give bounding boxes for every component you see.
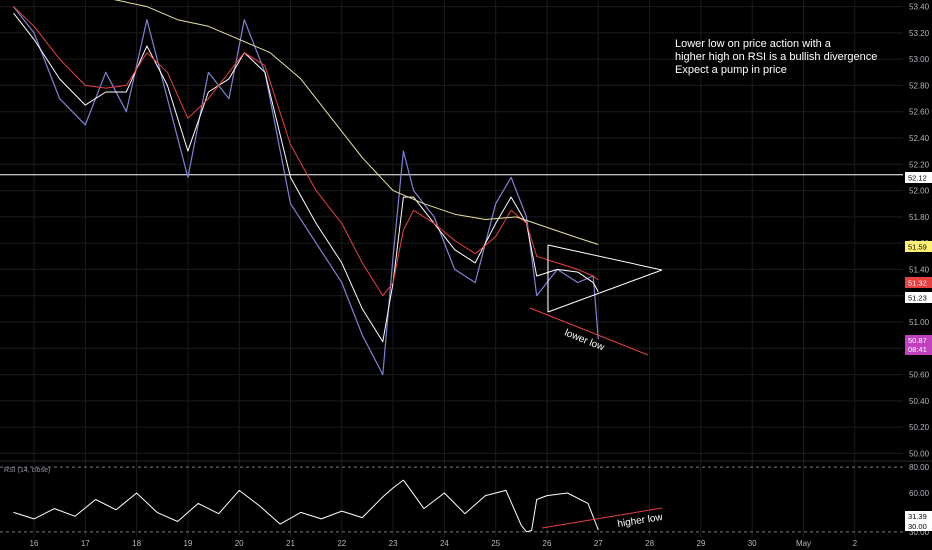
- x-tick-label: 22: [337, 539, 346, 548]
- x-tick-label: 27: [594, 539, 603, 548]
- yellow-badge: 51.59: [908, 243, 927, 252]
- triangle-top-line: [547, 244, 663, 271]
- note-line-3: Expect a pump in price: [675, 64, 787, 76]
- y-tick-label: 50.40: [909, 397, 930, 406]
- price-series-line-0: [13, 6, 599, 376]
- y-tick-label: 52.20: [909, 160, 930, 169]
- price-series-group: [13, 0, 599, 376]
- rsi-series-line-0: [13, 479, 599, 533]
- x-tick-label: 17: [81, 539, 90, 548]
- y-tick-label: 51.00: [909, 318, 930, 327]
- x-tick-label: 30: [748, 539, 757, 548]
- y-tick-label: 52.40: [909, 134, 930, 143]
- x-tick-label: 24: [440, 539, 449, 548]
- note-text-block: Lower low on price action with a higher …: [675, 38, 877, 76]
- x-tick-label: 23: [389, 539, 398, 548]
- purple-badge-bg: [905, 335, 932, 355]
- level-badge-bg: [905, 172, 932, 183]
- y-tick-label: 52.80: [909, 81, 930, 90]
- y-tick-label: 50.00: [909, 449, 930, 458]
- y-tick-label: 52.60: [909, 108, 930, 117]
- purple-badge-time: 08:41: [908, 345, 927, 354]
- rsi-value-badge-bg: [905, 511, 932, 521]
- x-tick-label: 21: [286, 539, 295, 548]
- rsi-tick-label: 80.00: [909, 463, 930, 472]
- x-tick-label: 26: [543, 539, 552, 548]
- level-badge: 52.12: [908, 174, 927, 183]
- yellow-badge-bg: [905, 241, 932, 252]
- note-line-2: higher high on RSI is a bullish divergen…: [675, 51, 877, 63]
- x-tick-label: 19: [183, 539, 192, 548]
- rsi-title: RSI (14, close): [4, 467, 50, 474]
- white-badge-bg: [905, 292, 932, 303]
- rsi-low-badge: 30.00: [908, 522, 927, 531]
- rsi-tick-label: 60.00: [909, 489, 930, 498]
- rsi-series-group: [13, 479, 599, 533]
- rsi-tick-label: 30.00: [909, 528, 930, 537]
- y-tick-label: 50.60: [909, 371, 930, 380]
- note-line-1: Lower low on price action with a: [675, 38, 832, 50]
- red-badge: 51.32: [908, 279, 927, 288]
- x-tick-label: May: [796, 539, 811, 548]
- y-tick-label: 52.00: [909, 187, 930, 196]
- x-tick-label: 18: [132, 539, 141, 548]
- grid: [0, 0, 932, 537]
- time-axis[interactable]: 16 17 18 19 20 21 22 23 24 25 26 27 28 29 30 May 2: [30, 539, 858, 548]
- rsi-low-badge-bg: [905, 521, 932, 531]
- red-badge-bg: [905, 277, 932, 288]
- price-badges: 52.12 51.59 51.32 51.23 50.87 08:41 31.3…: [905, 172, 932, 531]
- x-tick-label: 2: [853, 539, 858, 548]
- triangle-bottom-line: [547, 269, 663, 313]
- y-tick-label: 53.20: [909, 29, 930, 38]
- x-tick-label: 20: [235, 539, 244, 548]
- white-badge: 51.23: [908, 294, 927, 303]
- y-tick-label: 51.40: [909, 265, 930, 274]
- rsi-value-badge: 31.39: [908, 512, 927, 521]
- higher-low-trendline[interactable]: [541, 507, 663, 529]
- y-tick-label: 51.80: [909, 213, 930, 222]
- lower-low-trendline[interactable]: [529, 307, 649, 356]
- price-series-line-2: [13, 6, 599, 297]
- x-tick-label: 16: [30, 539, 39, 548]
- y-tick-label: 53.40: [909, 3, 930, 12]
- x-tick-label: 28: [645, 539, 654, 548]
- purple-badge-price: 50.87: [908, 336, 927, 345]
- price-series-line-3: [113, 0, 599, 245]
- y-tick-label: 53.00: [909, 55, 930, 64]
- x-tick-label: 29: [696, 539, 705, 548]
- x-tick-label: 25: [491, 539, 500, 548]
- y-tick-label: 50.20: [909, 423, 930, 432]
